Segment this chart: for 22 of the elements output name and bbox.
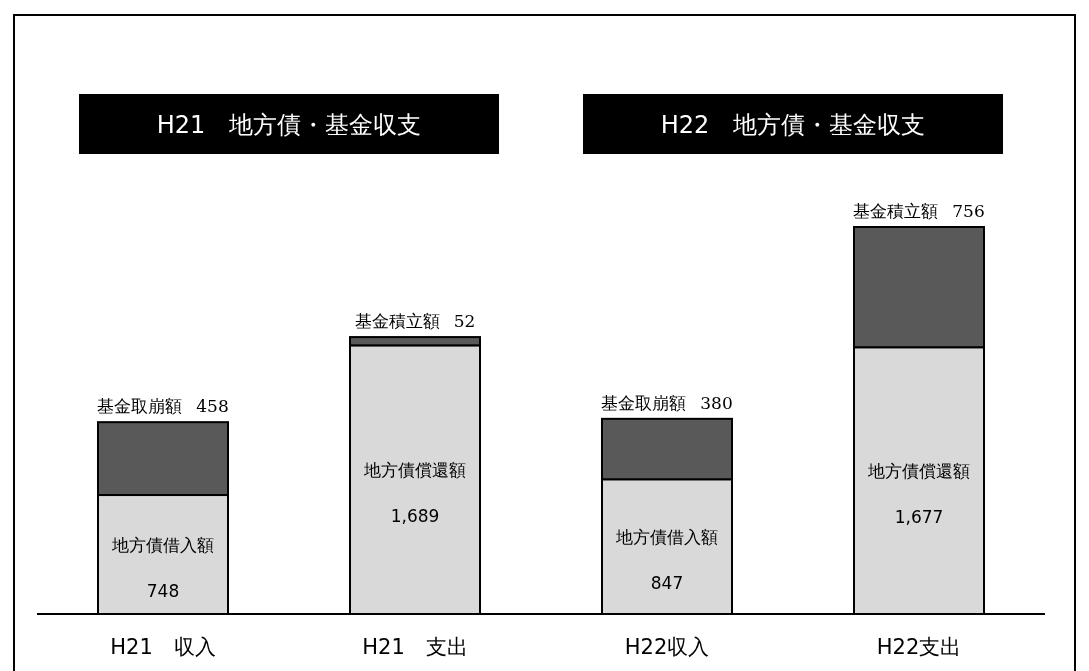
data-label: 52 (453, 311, 476, 332)
text: 基金積立額 (853, 201, 939, 221)
text: 基金取崩額 (601, 392, 687, 413)
data-label: 756 (952, 201, 985, 221)
series-label: 基金取崩額 (97, 396, 183, 417)
data-label: 847 (650, 572, 684, 593)
series-label: 地方債借入額 (111, 534, 214, 555)
text: H21 地方債・基金収支 (156, 111, 422, 139)
data-label: 458 (196, 396, 229, 417)
data-label: 380 (700, 392, 733, 413)
text: 地方債借入額 (616, 526, 718, 547)
x-tick-label: H21 収入 (110, 635, 216, 659)
text: H22 地方債・基金収支 (660, 111, 926, 139)
text: 地方債償還額 (868, 460, 970, 481)
x-tick-label: H21 支出 (362, 635, 468, 659)
series-label: 基金積立額 (354, 311, 440, 332)
x-tick-label: H22収入 (624, 635, 710, 659)
data-label: 1,677 (894, 506, 944, 527)
data-label: 1,689 (390, 505, 440, 526)
data-label: 748 (146, 580, 180, 601)
series-label: 地方債償還額 (363, 459, 466, 480)
x-tick-label: H22支出 (876, 635, 962, 659)
